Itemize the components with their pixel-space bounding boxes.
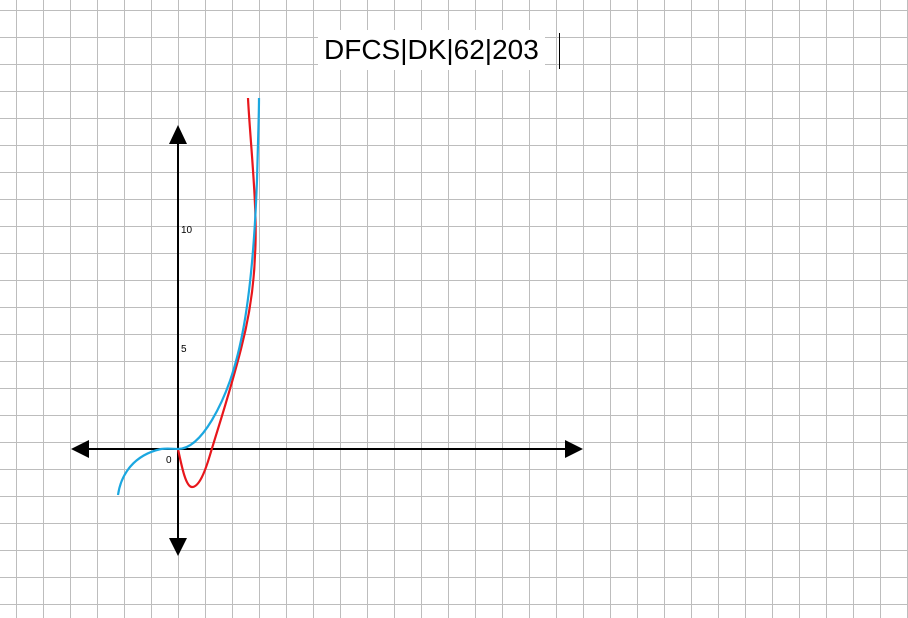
text-cursor [559, 33, 560, 69]
curves-group [116, 98, 261, 496]
diagram-title: DFCS|DK|62|203 [318, 30, 545, 70]
blue-curve [116, 98, 261, 496]
y-tick-label-5: 5 [181, 344, 187, 355]
y-axis-down-arrow [169, 538, 187, 556]
x-axis-right-arrow [565, 440, 583, 458]
red-curve [176, 98, 257, 489]
y-tick-label-10: 10 [181, 225, 193, 236]
origin-label: 0 [166, 455, 172, 466]
y-axis-up-arrow [169, 125, 187, 144]
x-axis-left-arrow [71, 440, 89, 458]
